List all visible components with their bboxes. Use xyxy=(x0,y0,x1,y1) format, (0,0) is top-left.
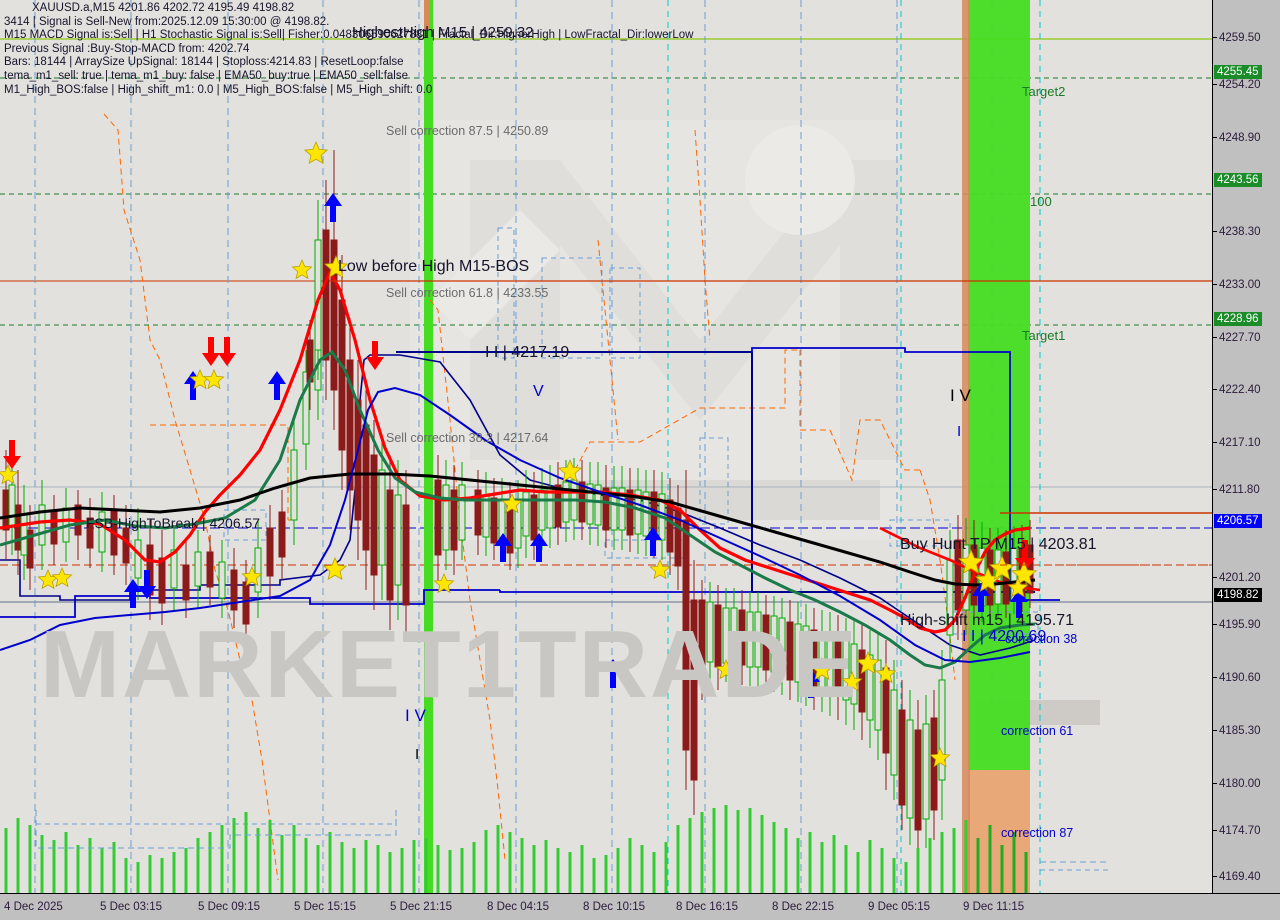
price-tick-label: 4169.40 xyxy=(1219,871,1261,883)
tick-mark xyxy=(1213,37,1217,38)
chart-canvas xyxy=(0,0,1212,893)
time-tick-label: 8 Dec 22:15 xyxy=(772,901,835,913)
time-tick-label: 5 Dec 21:15 xyxy=(390,901,453,913)
time-tick-label: 9 Dec 05:15 xyxy=(868,901,931,913)
price-tick-label: 4185.30 xyxy=(1219,725,1261,737)
time-tick-label: 5 Dec 03:15 xyxy=(100,901,163,913)
time-scale[interactable]: 4 Dec 2025 5 Dec 03:15 5 Dec 09:15 5 Dec 15… xyxy=(0,893,1280,920)
tick-mark xyxy=(1213,876,1217,877)
signal-arrows xyxy=(3,193,1035,698)
tick-mark xyxy=(1213,231,1217,232)
tick-mark xyxy=(1213,730,1217,731)
tick-mark xyxy=(1213,337,1217,338)
ma-red-line xyxy=(0,268,1031,634)
tick-mark xyxy=(1213,137,1217,138)
time-tick-label: 5 Dec 15:15 xyxy=(294,901,357,913)
price-tick-label: 4238.30 xyxy=(1219,226,1261,238)
volume-envelope xyxy=(35,810,1110,863)
price-level-badge[interactable]: 4255.45 xyxy=(1214,65,1262,79)
price-tick-label: 4248.90 xyxy=(1219,132,1261,144)
arrow-down-icon xyxy=(3,337,1035,599)
tick-mark xyxy=(1213,577,1217,578)
price-tick-label: 4195.90 xyxy=(1219,619,1261,631)
price-level-badge[interactable]: 4206.57 xyxy=(1214,514,1262,528)
watermark-logo xyxy=(410,120,900,540)
time-tick-label: 8 Dec 10:15 xyxy=(583,901,646,913)
tick-mark xyxy=(1213,489,1217,490)
time-tick-label: 8 Dec 04:15 xyxy=(487,901,550,913)
price-tick-label: 4222.40 xyxy=(1219,384,1261,396)
session-separators xyxy=(34,0,1041,893)
price-tick-label: 4254.20 xyxy=(1219,79,1261,91)
arrow-up-icon xyxy=(124,193,1028,698)
price-tick-label: 4259.50 xyxy=(1219,32,1261,44)
trend-lines xyxy=(330,280,1212,282)
price-level-badge[interactable]: 4243.56 xyxy=(1214,173,1262,187)
price-level-badge[interactable]: 4228.96 xyxy=(1214,312,1262,326)
price-tick-label: 4227.70 xyxy=(1219,332,1261,344)
tick-mark xyxy=(1213,624,1217,625)
donchian-lower xyxy=(0,347,1060,618)
price-tick-label: 4233.00 xyxy=(1219,279,1261,291)
price-scale[interactable]: 4259.50 4254.20 4248.90 4238.30 4233.00 4227.… xyxy=(1212,0,1280,893)
time-tick-label: 4 Dec 2025 xyxy=(4,901,63,913)
ma-black-line xyxy=(0,472,1036,587)
price-tick-label: 4217.10 xyxy=(1219,437,1261,449)
tick-mark xyxy=(1213,442,1217,443)
ma-green-line xyxy=(0,349,1036,670)
time-tick-label: 9 Dec 11:15 xyxy=(963,901,1025,913)
price-tick-label: 4201.20 xyxy=(1219,572,1261,584)
tick-mark xyxy=(1213,84,1217,85)
price-tick-label: 4190.60 xyxy=(1219,672,1261,684)
ma-blue-line xyxy=(0,386,1031,664)
ma-red-line-2 xyxy=(879,526,1041,592)
chart-plot-area[interactable]: MARKET1TRADE XAUUSD.a,M15 4201.86 4202.7… xyxy=(0,0,1212,893)
tick-mark xyxy=(1213,830,1217,831)
price-level-badge[interactable]: 4198.82 xyxy=(1214,588,1262,602)
time-tick-label: 5 Dec 09:15 xyxy=(198,901,261,913)
left-orange-band xyxy=(424,0,429,30)
tick-mark xyxy=(1213,389,1217,390)
time-tick-label: 8 Dec 16:15 xyxy=(676,901,739,913)
volume-histogram xyxy=(4,805,1028,893)
tick-mark xyxy=(1213,677,1217,678)
highlight-zones xyxy=(424,0,1030,893)
tick-mark xyxy=(1213,783,1217,784)
price-tick-label: 4211.80 xyxy=(1219,484,1260,496)
tick-mark xyxy=(1213,284,1217,285)
price-tick-label: 4180.00 xyxy=(1219,778,1261,790)
current-price-lines xyxy=(1000,512,1212,566)
price-tick-label: 4174.70 xyxy=(1219,825,1261,837)
signal-star-icon xyxy=(0,140,1038,768)
